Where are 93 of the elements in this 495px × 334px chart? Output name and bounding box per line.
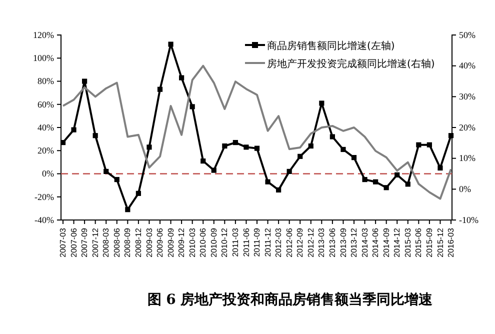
y2-tick-label: 0%	[459, 184, 472, 194]
point	[384, 185, 389, 190]
point	[82, 78, 88, 84]
y-tick-label: -20%	[34, 192, 54, 202]
point	[60, 140, 66, 146]
point	[319, 100, 324, 106]
x-tick-label: 2014-12	[392, 227, 402, 258]
x-tick-label: 2015-12	[436, 227, 445, 258]
point	[308, 143, 314, 149]
x-tick-label: 2014-06	[371, 227, 380, 258]
point	[125, 207, 130, 212]
x-tick-label: 2008-09	[123, 227, 132, 258]
x-tick-label: 2007-03	[58, 227, 68, 258]
point	[200, 158, 206, 164]
x-tick-label: 2007-12	[90, 227, 100, 258]
x-tick-label: 2012-03	[274, 227, 284, 258]
x-tick-label: 2007-06	[69, 227, 78, 258]
x-tick-label: 2016-03	[446, 227, 456, 258]
point	[254, 146, 260, 151]
x-tick-label: 2010-09	[209, 227, 218, 258]
point	[448, 133, 454, 138]
x-tick-label: 2011-03	[231, 227, 240, 257]
x-tick-label: 2013-09	[338, 227, 348, 258]
x-tick-label: 2008-12	[134, 227, 144, 258]
x-tick-label: 2014-03	[360, 227, 370, 258]
x-tick-label: 2011-09	[252, 227, 262, 257]
y2-tick-label: 50%	[459, 30, 476, 40]
point	[92, 133, 98, 138]
point	[71, 127, 76, 132]
point	[373, 179, 378, 184]
point	[405, 182, 410, 187]
point	[190, 104, 195, 110]
point	[168, 42, 174, 47]
point	[362, 176, 368, 182]
point	[222, 143, 228, 149]
point	[438, 165, 443, 171]
point	[416, 142, 422, 148]
x-tick-label: 2009-06	[156, 227, 165, 258]
y2-tick-label: 30%	[459, 92, 476, 102]
point	[136, 190, 141, 196]
point	[298, 154, 303, 159]
x-tick-label: 2007-09	[80, 227, 90, 258]
text: 图 6 房地产投资和商品房销售额当季同比增速	[147, 291, 434, 308]
point	[104, 168, 109, 174]
y-tick-label: 0%	[42, 168, 54, 179]
x-tick-label: 2010-12	[220, 227, 230, 258]
x-tick-label: 2012-06	[284, 227, 294, 258]
point	[340, 146, 346, 152]
x-tick-label: 2011-06	[242, 227, 251, 257]
point	[426, 142, 432, 148]
legend-label: 商品房销售额同比增速(左轴)	[267, 40, 395, 52]
x-tick-label: 2013-03	[317, 227, 326, 258]
x-tick-label: 2015-03	[403, 227, 412, 258]
x-tick-label: 2009-09	[166, 227, 176, 258]
x-tick-label: 2009-12	[177, 227, 186, 258]
point	[351, 155, 357, 160]
x-tick-label: 2015-06	[414, 227, 424, 258]
y2-tick-label: -10%	[459, 214, 479, 225]
point	[114, 176, 120, 182]
y-tick-label: 120%	[33, 30, 54, 40]
y2-tick-label: 20%	[459, 122, 476, 132]
point	[179, 75, 184, 80]
legend-label: 房地产开发投资完成额同比增速(右轴)	[267, 58, 435, 70]
x-tick-label: 2011-12	[263, 227, 272, 257]
x-tick-label: 2009-03	[144, 227, 154, 258]
y-tick-label: 100%	[33, 53, 54, 64]
point	[157, 86, 163, 92]
point	[330, 134, 335, 140]
point	[211, 168, 216, 173]
x-tick-label: 2008-03	[102, 227, 111, 258]
point	[276, 187, 282, 192]
x-tick-label: 2014-09	[382, 227, 391, 258]
x-tick-label: 2015-09	[425, 227, 434, 258]
y-tick-label: 40%	[38, 122, 54, 132]
point	[232, 140, 238, 146]
y-tick-label: 20%	[38, 146, 54, 156]
point	[265, 179, 270, 184]
y-tick-label: 80%	[38, 76, 54, 86]
y2-tick-label: 40%	[459, 60, 476, 71]
x-tick-label: 2010-06	[198, 227, 208, 258]
x-tick-label: 2012-12	[306, 227, 316, 258]
y2-tick-label: 10%	[459, 153, 476, 164]
x-tick-label: 2010-03	[188, 227, 197, 258]
x-tick-label: 2013-12	[350, 227, 359, 258]
point	[394, 172, 400, 178]
y-tick-label: -40%	[34, 214, 54, 225]
y-tick-label: 60%	[38, 99, 54, 110]
point	[146, 144, 152, 150]
x-tick-label: 2008-06	[112, 227, 122, 258]
point	[244, 144, 249, 150]
point	[286, 168, 292, 174]
x-tick-label: 2013-06	[328, 227, 338, 258]
x-tick-label: 2012-09	[296, 227, 305, 258]
